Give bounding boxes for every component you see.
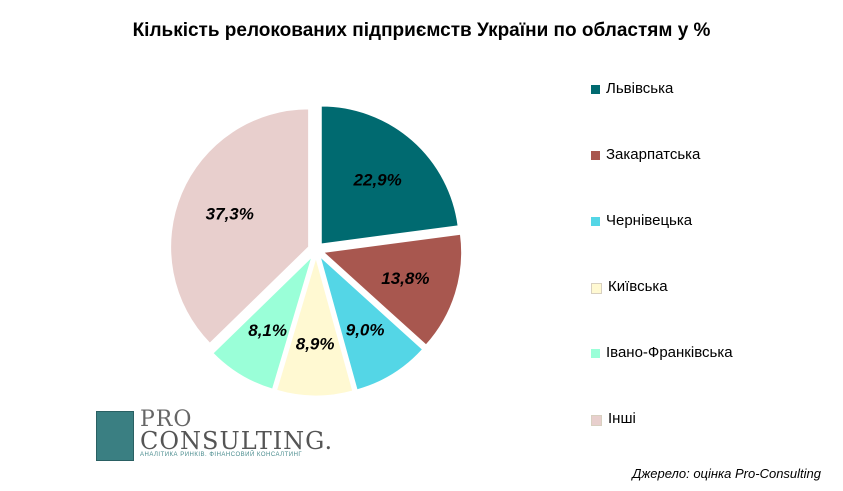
legend-item-5: Івано-Франківська [591, 344, 733, 410]
legend-item-3: Чернівецька [591, 212, 733, 278]
source-note: Джерело: оцінка Pro-Consulting [632, 466, 821, 481]
chart-title: Кількість релокованих підприємств Україн… [132, 20, 711, 41]
pie-slice-1 [320, 105, 459, 245]
legend-label-6: Інші [608, 410, 636, 427]
legend-item-2: Закарпатська [591, 146, 733, 212]
data-label-2: 13,8% [381, 269, 429, 288]
data-label-5: 8,1% [248, 321, 287, 340]
legend-label-4: Київська [608, 278, 668, 295]
logo-text-pro: PRO [140, 407, 193, 432]
data-label-6: 37,3% [206, 205, 254, 224]
pie-slice-3 [319, 255, 424, 391]
rhino-logo-icon [96, 411, 134, 461]
legend-item-4: Київська [591, 278, 733, 344]
legend-swatch-3 [591, 217, 600, 226]
pie-slice-2 [322, 233, 463, 346]
legend-label-1: Львівська [606, 80, 674, 97]
legend-swatch-1 [591, 85, 600, 94]
pie-slice-5 [212, 255, 313, 390]
data-label-4: 8,9% [296, 335, 335, 354]
logo-tagline: АНАЛІТИКА РИНКІВ. ФІНАНСОВИЙ КОНСАЛТИНГ [140, 452, 303, 458]
legend-label-3: Чернівецька [606, 212, 693, 229]
pie-slice-6 [170, 108, 310, 344]
legend-swatch-2 [591, 151, 600, 160]
data-label-3: 9,0% [346, 321, 385, 340]
pro-consulting-logo: PRO CONSULTING. АНАЛІТИКА РИНКІВ. ФІНАНС… [96, 407, 332, 461]
legend-label-2: Закарпатська [606, 146, 701, 163]
legend-swatch-5 [591, 349, 600, 358]
chart-legend: Львівська Закарпатська Чернівецька Київська… [591, 80, 733, 476]
logo-text-consulting: CONSULTING. [140, 427, 334, 455]
legend-label-5: Івано-Франківська [606, 344, 733, 361]
legend-swatch-6 [591, 415, 602, 426]
pie-slice-4 [275, 256, 354, 397]
legend-swatch-4 [591, 283, 602, 294]
data-label-1: 22,9% [353, 171, 402, 190]
legend-item-1: Львівська [591, 80, 733, 146]
legend-item-6: Інші [591, 410, 733, 476]
